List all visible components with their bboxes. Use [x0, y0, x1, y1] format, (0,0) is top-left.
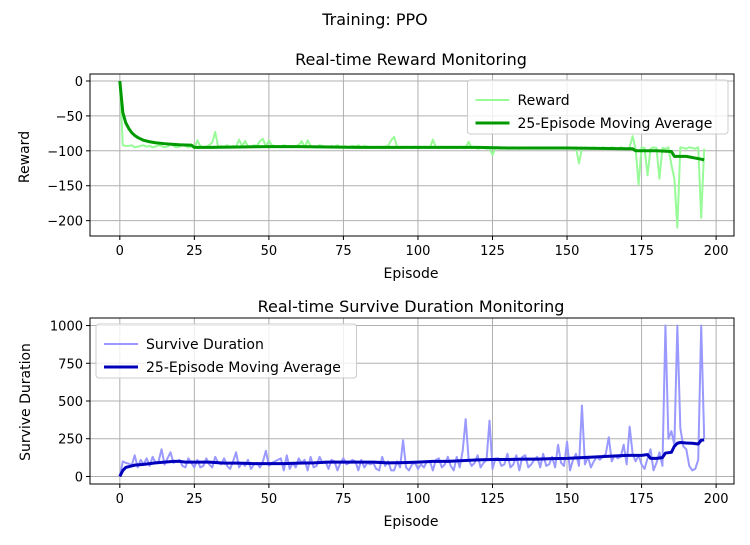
- reward-plot-area: [118, 80, 706, 229]
- survive-x-tick-label: 100: [406, 492, 431, 507]
- reward-y-tick-label: 0: [75, 75, 83, 90]
- reward-y-axis-label: Reward: [17, 131, 33, 183]
- survive-x-tick-label: 150: [555, 492, 580, 507]
- reward-legend-box: [467, 79, 729, 135]
- reward-axes: 0 25 50 75 100 125 150 175 200 0 −50 −100 −150 −200: [47, 73, 735, 259]
- reward-axes-frame: [89, 73, 735, 237]
- figure-title: Training: PPO: [321, 10, 428, 29]
- survive-legend-box: [95, 323, 357, 379]
- survive-x-tick-label: 50: [261, 492, 278, 507]
- reward-chart: Real-time Reward Monitoring 0 25 50 75 100 12…: [17, 50, 735, 282]
- reward-legend-label: 25-Episode Moving Average: [518, 116, 713, 132]
- survive-x-tick-label: 0: [116, 492, 124, 507]
- survive-x-tick-label: 125: [480, 492, 505, 507]
- reward-legend: Reward 25-Episode Moving Average: [467, 79, 729, 135]
- reward-y-tick-label: −100: [47, 145, 83, 160]
- reward-chart-title: Real-time Reward Monitoring: [295, 50, 527, 69]
- reward-x-tick-label: 125: [480, 244, 505, 259]
- survive-x-tick-label: 75: [335, 492, 352, 507]
- reward-x-tick-label: 200: [704, 244, 729, 259]
- survive-axes: 0 25 50 75 100 125 150 175 200 0 250 500 750 1000: [50, 317, 735, 507]
- reward-y-tick-label: −50: [56, 110, 83, 125]
- survive-series-moving-average-line: [118, 438, 705, 478]
- reward-x-tick-label: 50: [261, 244, 278, 259]
- survive-y-tick-label: 250: [58, 433, 83, 448]
- survive-legend-label: 25-Episode Moving Average: [146, 360, 341, 376]
- survive-y-axis-label: Survive Duration: [18, 343, 34, 461]
- survive-y-tick-label: 500: [58, 395, 83, 410]
- reward-y-tick-label: −200: [47, 215, 83, 230]
- survive-legend-label: Survive Duration: [146, 337, 264, 353]
- reward-x-tick-label: 25: [186, 244, 203, 259]
- reward-series-moving-average-line: [118, 80, 705, 162]
- survive-x-tick-label: 25: [186, 492, 203, 507]
- reward-x-tick-label: 75: [335, 244, 352, 259]
- survive-y-tick-label: 750: [58, 357, 83, 372]
- survive-series-raw-line: [118, 324, 706, 477]
- reward-x-tick-label: 150: [555, 244, 580, 259]
- survive-legend: Survive Duration 25-Episode Moving Averag…: [95, 323, 357, 379]
- reward-x-tick-label: 0: [116, 244, 124, 259]
- survive-chart-title: Real-time Survive Duration Monitoring: [258, 297, 565, 316]
- survive-duration-chart: Real-time Survive Duration Monitoring 0 2…: [18, 297, 735, 530]
- reward-y-tick-label: −150: [47, 180, 83, 195]
- survive-y-tick-label: 1000: [50, 320, 83, 335]
- reward-x-axis-label: Episode: [384, 266, 439, 282]
- survive-x-tick-label: 200: [704, 492, 729, 507]
- reward-x-tick-label: 175: [629, 244, 654, 259]
- reward-x-tick-label: 100: [406, 244, 431, 259]
- survive-plot-area: [118, 324, 706, 478]
- survive-y-tick-label: 0: [75, 470, 83, 485]
- survive-x-axis-label: Episode: [384, 514, 439, 530]
- reward-legend-label: Reward: [518, 93, 570, 109]
- survive-x-tick-label: 175: [629, 492, 654, 507]
